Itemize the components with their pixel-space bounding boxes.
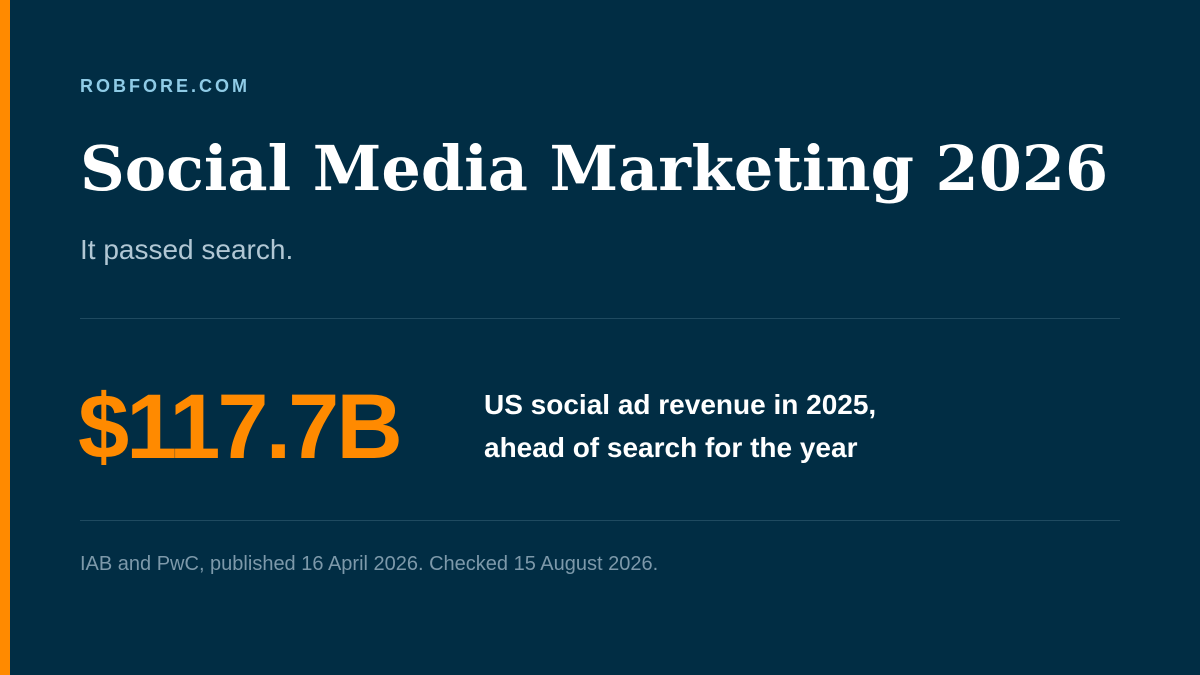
source-note: IAB and PwC, published 16 April 2026. Ch…	[80, 553, 659, 575]
page-title: Social Media Marketing 2026	[80, 132, 1109, 205]
page-subtitle: It passed search.	[80, 234, 294, 265]
stat-caption: US social ad revenue in 2025, ahead of s…	[484, 383, 1004, 469]
site-name: ROBFORE.COM	[80, 76, 250, 96]
stat-value: $117.7B	[78, 376, 403, 478]
accent-bar	[0, 0, 10, 675]
stat-caption-line-1: US social ad revenue in 2025,	[484, 389, 877, 420]
stat-caption-line-2: ahead of search for the year	[484, 432, 858, 463]
divider-bottom	[80, 520, 1120, 521]
divider-top	[80, 318, 1120, 319]
